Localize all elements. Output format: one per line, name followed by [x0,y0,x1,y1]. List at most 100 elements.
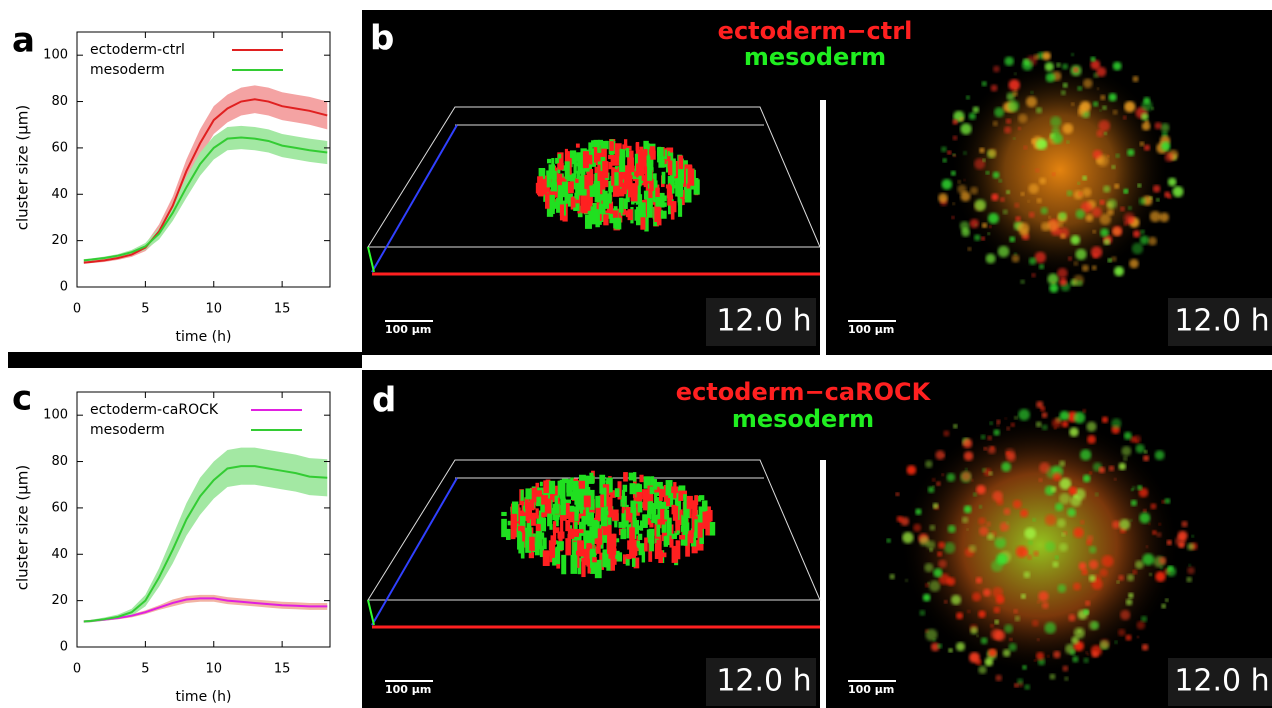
voxel [552,176,557,183]
cell [1149,573,1152,576]
cell [938,193,948,203]
cell [1068,257,1072,261]
y-tick-label: 80 [51,94,68,109]
y-tick-label: 60 [51,140,68,155]
voxel [595,560,602,578]
legend-label: ectoderm-caROCK [90,402,219,418]
cell [1132,243,1143,254]
cell [1140,235,1149,244]
cell [1156,532,1161,537]
voxel [560,204,564,220]
cell [1090,57,1095,62]
cell [937,644,942,649]
voxel [672,546,678,563]
cell [1181,521,1187,527]
x-tick-label: 10 [205,302,222,317]
voxel [501,519,507,537]
cell [1012,254,1020,262]
cell [970,627,978,635]
cell [1087,435,1096,444]
cell [1007,427,1010,430]
cell [995,620,999,624]
voxel [521,490,524,501]
voxel [525,488,531,499]
cell [1124,190,1128,194]
cell [1111,418,1121,428]
voxel [614,172,618,185]
voxel [581,516,587,525]
cell [924,563,933,572]
voxel [678,155,683,169]
cell [1037,198,1042,203]
cell [999,179,1002,182]
cell [1052,561,1058,567]
cell [1077,86,1082,91]
cell [1089,472,1092,475]
voxel [529,537,534,551]
voxel [589,179,593,185]
cell [1097,155,1109,167]
voxel [629,473,635,481]
voxel [602,161,608,178]
cell [953,136,957,140]
error-band [84,85,327,264]
cell [1092,265,1097,270]
voxel [650,487,655,495]
cell [1036,107,1042,113]
voxel [549,481,556,494]
cell [953,153,956,156]
cell [1008,643,1016,651]
cell [1159,557,1167,565]
cell [981,435,986,440]
voxel [619,156,625,172]
voxel [629,527,635,546]
voxel [613,210,618,217]
cell [913,524,921,532]
cell [1020,509,1028,517]
cell [959,117,963,121]
cell [915,509,921,515]
voxel [570,150,576,158]
voxel [584,552,589,558]
cell [984,447,987,450]
cell [1160,123,1169,132]
cell [1089,546,1096,553]
voxel [649,149,655,154]
cell [1120,610,1130,620]
voxel [603,214,608,225]
y-tick-label: 40 [51,547,68,562]
voxel [543,538,547,550]
cell [1063,83,1068,88]
scale-bar-label: 100 µm [385,323,431,336]
cell [1112,520,1120,528]
image-label: mesoderm [732,405,874,433]
cell [919,610,925,616]
voxel [662,553,667,558]
legend-label: mesoderm [90,62,165,78]
cell [927,582,929,584]
cell [1059,460,1065,466]
voxel [584,175,589,189]
cell [1061,90,1066,95]
y-tick-label: 100 [43,408,68,423]
cell [1139,198,1146,205]
cell [1080,520,1084,524]
voxel [551,182,557,191]
cell [971,479,973,481]
cell [956,642,965,651]
cell [1070,495,1081,506]
cell [1086,422,1096,432]
cell [1074,261,1079,266]
cell [990,422,993,425]
cell [1103,238,1110,245]
voxel [578,189,583,195]
cell [1089,560,1098,569]
voxel [655,197,661,207]
cell [972,592,981,601]
cell [1148,237,1157,246]
cell [951,595,961,605]
voxel [595,183,600,202]
cell [966,96,970,100]
x-tick-label: 0 [73,302,81,317]
cell [1137,184,1141,188]
